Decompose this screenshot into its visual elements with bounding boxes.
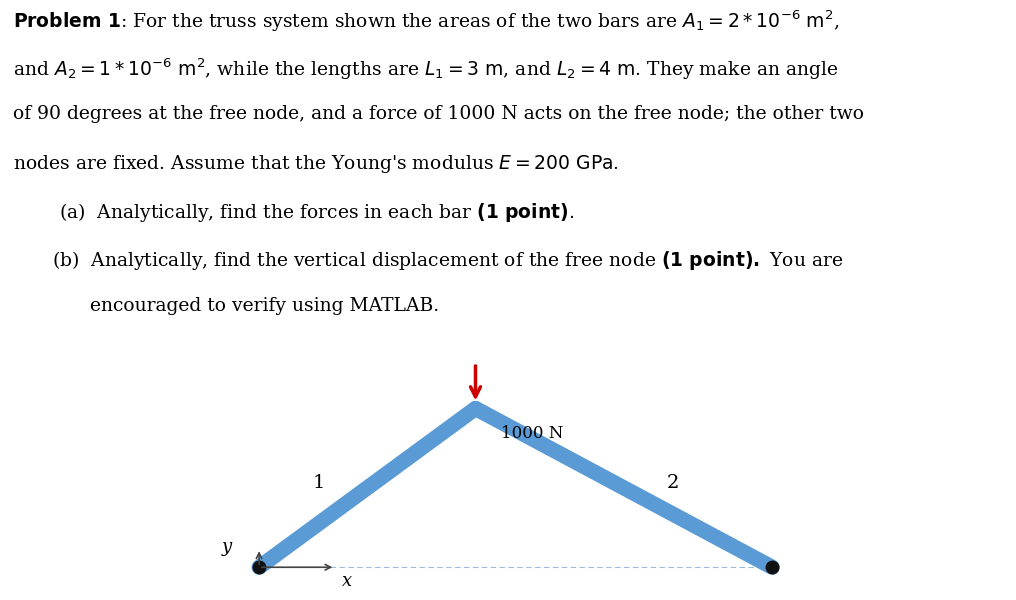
Text: (b)  Analytically, find the vertical displacement of the free node $\mathbf{(1\ : (b) Analytically, find the vertical disp… [52,249,843,272]
Text: (a)  Analytically, find the forces in each bar $\mathbf{(1\ point)}.$: (a) Analytically, find the forces in eac… [59,201,574,224]
Text: of 90 degrees at the free node, and a force of 1000 N acts on the free node; the: of 90 degrees at the free node, and a fo… [13,105,865,123]
Text: 2: 2 [666,474,679,492]
Text: and $A_2 = 1 * 10^{-6}\ \mathrm{m}^2$, while the lengths are $L_1 = 3\ \mathrm{m: and $A_2 = 1 * 10^{-6}\ \mathrm{m}^2$, w… [13,57,839,82]
Text: $\mathbf{Problem\ 1}$: For the truss system shown the areas of the two bars are : $\mathbf{Problem\ 1}$: For the truss sys… [13,8,839,34]
Text: encouraged to verify using MATLAB.: encouraged to verify using MATLAB. [90,297,440,315]
Text: y: y [221,538,232,556]
Text: 1: 1 [312,474,325,492]
Text: x: x [342,572,353,590]
Text: nodes are fixed. Assume that the Young's modulus $E = 200\ \mathrm{GPa}$.: nodes are fixed. Assume that the Young's… [13,153,619,175]
Text: 1000 N: 1000 N [501,425,563,442]
